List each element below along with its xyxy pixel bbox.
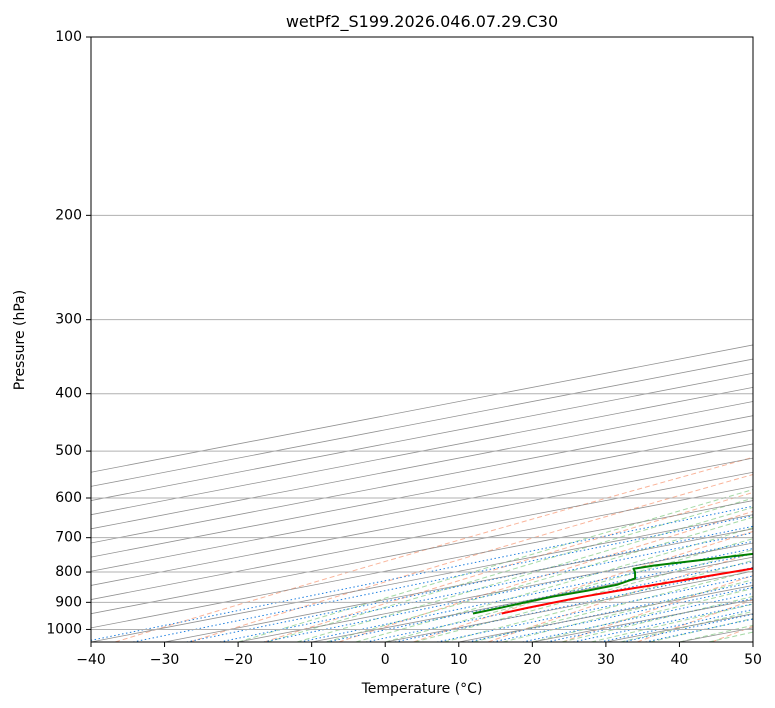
x-axis: −40 −30 −20 −10 0 10 20 30 40 50 xyxy=(76,642,762,668)
y-tick-label: 500 xyxy=(55,443,82,459)
y-axis-title: Pressure (hPa) xyxy=(12,290,28,390)
x-tick-label: 30 xyxy=(597,652,615,668)
x-tick-label: 0 xyxy=(381,652,390,668)
x-tick-label: 20 xyxy=(523,652,541,668)
x-tick-label: −10 xyxy=(297,652,327,668)
isotherm-line xyxy=(91,500,753,629)
x-tick-label: −20 xyxy=(223,652,253,668)
y-tick-label: 700 xyxy=(55,530,82,546)
isotherm-line xyxy=(91,415,753,544)
isotherm-line xyxy=(91,514,753,642)
mixing-ratio-line xyxy=(299,548,753,642)
dry-adiabat xyxy=(413,530,753,642)
y-tick-label: 100 xyxy=(55,29,82,45)
moist-adiabat xyxy=(267,497,753,642)
x-tick-label: −40 xyxy=(76,652,106,668)
plot-frame xyxy=(90,36,754,643)
x-tick-label: 50 xyxy=(744,652,762,668)
moist-adiabat xyxy=(414,549,753,642)
mixing-ratio-line xyxy=(91,505,753,641)
x-axis-title: Temperature (°C) xyxy=(361,681,483,697)
background-lines xyxy=(91,344,753,642)
isotherm-line xyxy=(91,471,753,600)
mixing-ratio-line xyxy=(394,566,753,642)
pressure-grid xyxy=(91,37,753,630)
isotherm-line xyxy=(91,485,753,615)
y-tick-label: 900 xyxy=(55,594,82,610)
x-tick-label: −30 xyxy=(150,652,180,668)
moist-adiabat xyxy=(561,595,753,642)
isotherm-line xyxy=(91,429,753,558)
moist-adiabat xyxy=(237,489,753,642)
dry-adiabat xyxy=(264,491,753,642)
y-tick-label: 1000 xyxy=(46,621,82,637)
y-tick-label: 400 xyxy=(55,386,82,402)
x-tick-label: 40 xyxy=(671,652,689,668)
chart-title: wetPf2_S199.2026.046.07.29.C30 xyxy=(286,12,558,32)
mixing-ratio-line xyxy=(599,609,753,642)
isotherm-line xyxy=(91,443,753,572)
dry-adiabat xyxy=(114,456,753,642)
y-tick-label: 200 xyxy=(55,207,82,223)
dry-adiabat xyxy=(338,510,753,642)
dry-adiabat xyxy=(189,473,753,642)
y-tick-label: 300 xyxy=(55,312,82,328)
mixing-ratio-line xyxy=(326,553,753,642)
y-axis: 100 200 300 400 500 600 700 800 900 1000 xyxy=(46,29,91,637)
isotherm-line xyxy=(91,457,753,586)
y-tick-label: 600 xyxy=(55,490,82,506)
moist-adiabat xyxy=(443,559,753,642)
profile-series xyxy=(472,552,753,615)
dewpoint-line xyxy=(472,552,753,615)
mixing-ratio-line xyxy=(186,525,753,642)
x-tick-label: 10 xyxy=(450,652,468,668)
isotherm-line xyxy=(164,528,753,642)
y-tick-label: 800 xyxy=(55,564,82,580)
moist-adiabat xyxy=(355,527,753,642)
